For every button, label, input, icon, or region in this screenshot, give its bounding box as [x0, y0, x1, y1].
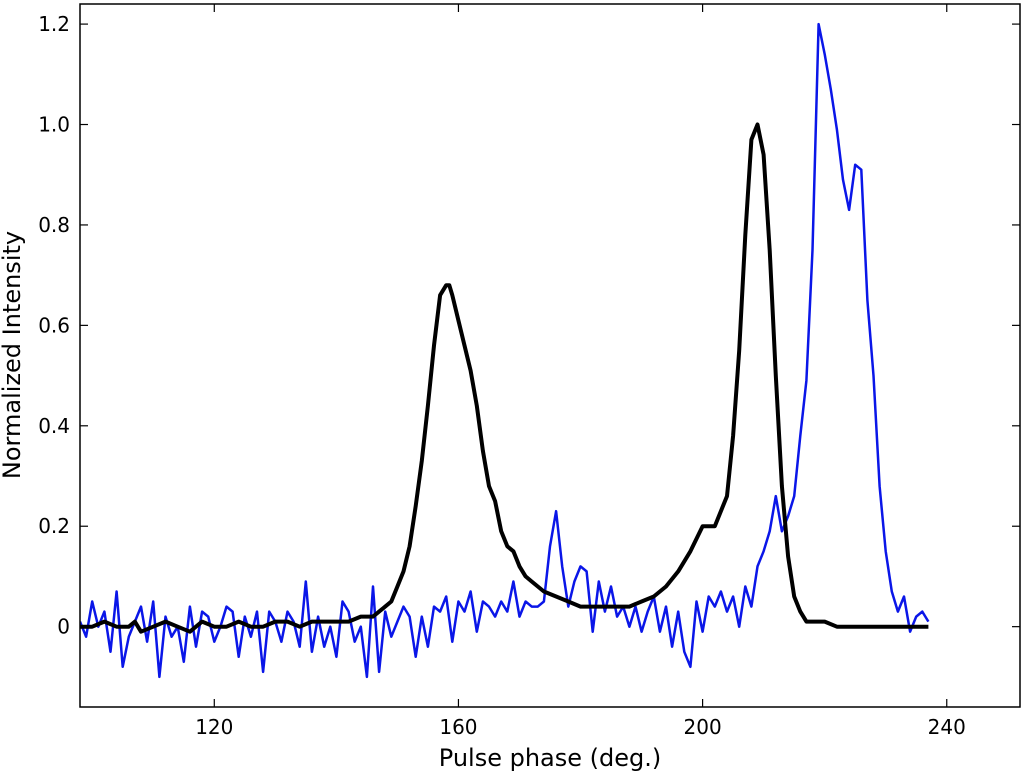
x-tick-label: 120 — [195, 715, 233, 739]
y-tick-label: 1.0 — [38, 113, 70, 137]
y-tick-label: 1.2 — [38, 12, 70, 36]
y-tick-label: 0 — [57, 615, 70, 639]
x-tick-label: 240 — [928, 715, 966, 739]
ticks-layer: 120 160 200 240 0 0.2 0.4 0.6 0.8 1.0 1.2 — [38, 4, 1020, 739]
y-tick-label: 0.4 — [38, 414, 70, 438]
series-layer — [80, 22, 930, 679]
plot-frame — [79, 3, 1021, 708]
x-tick-label: 200 — [684, 715, 722, 739]
y-axis-label: Normalized Intensity — [0, 231, 26, 479]
y-tick-label: 0.8 — [38, 213, 70, 237]
series-line-black — [80, 122, 929, 634]
x-tick-label: 160 — [439, 715, 477, 739]
series-line-blue — [80, 22, 930, 679]
y-tick-label: 0.2 — [38, 514, 70, 538]
x-axis-label: Pulse phase (deg.) — [439, 744, 661, 772]
plot-background — [80, 4, 1020, 707]
y-tick-label: 0.6 — [38, 313, 70, 337]
